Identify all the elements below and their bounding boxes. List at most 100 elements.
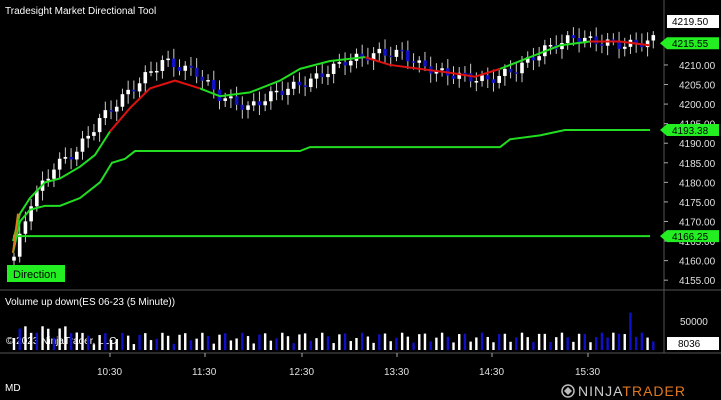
- volume-bar-down: [634, 336, 638, 350]
- time-axis[interactable]: 10:30 11:30 12:30 13:30 14:30 15:30: [97, 353, 600, 378]
- candle-down: [189, 65, 193, 68]
- ninjatrader-logo: NINJATRADER: [561, 383, 685, 399]
- volume-bar-up: [144, 333, 147, 350]
- volume-bar-up: [252, 343, 255, 350]
- volume-bar-down: [223, 333, 227, 350]
- volume-bar-down: [35, 332, 39, 350]
- y-tick-label: 4200.00: [679, 100, 716, 111]
- volume-bar-up: [286, 336, 290, 350]
- volume-bar-down: [629, 312, 632, 350]
- candle-down: [211, 80, 216, 90]
- candle-up: [269, 91, 273, 102]
- candle-up: [103, 110, 108, 119]
- candle-up: [371, 53, 376, 61]
- volume-bar-up: [435, 337, 438, 350]
- y-tick-label: 4205.00: [679, 81, 716, 92]
- candle-down: [531, 57, 536, 61]
- volume-bar-up: [469, 341, 472, 350]
- candle-up: [291, 81, 296, 89]
- volume-bar-up: [201, 332, 204, 350]
- candle-up: [480, 75, 484, 82]
- candle-down: [234, 96, 239, 105]
- candle-up: [565, 35, 570, 44]
- volume-bar-down: [206, 335, 210, 350]
- candle-up: [337, 62, 342, 64]
- volume-bar-up: [418, 334, 421, 350]
- bottom-left-label: MD: [5, 383, 21, 394]
- y-tick-label: 4155.00: [679, 276, 716, 287]
- candle-down: [343, 62, 347, 66]
- last-price-tag: [667, 15, 719, 28]
- volume-bar-up: [440, 332, 444, 350]
- candle-up: [263, 101, 267, 106]
- candle-up: [63, 157, 68, 159]
- volume-bar-up: [109, 339, 113, 350]
- candle-down: [463, 72, 467, 75]
- volume-bar-up: [321, 332, 324, 350]
- volume-bar-up: [269, 340, 273, 350]
- candle-down: [400, 49, 404, 52]
- y-tick-label: 4165.00: [679, 237, 716, 248]
- volume-bar-up: [423, 333, 427, 350]
- volume-bar-down: [275, 338, 278, 350]
- volume-bar-up: [263, 333, 267, 350]
- volume-panel-title: Volume up down(ES 06-23 (5 Minute)): [5, 297, 175, 308]
- candle-up: [97, 118, 102, 133]
- candle-up: [348, 60, 353, 66]
- candle-up: [137, 83, 142, 92]
- volume-bar-down: [463, 333, 467, 350]
- volume-bar-up: [503, 333, 507, 350]
- volume-bar-down: [532, 342, 535, 350]
- volume-last-label: 8036: [678, 339, 701, 350]
- candle-up: [582, 37, 587, 44]
- last-price-label: 4219.50: [672, 17, 709, 28]
- volume-bar-down: [309, 340, 313, 350]
- candle-up: [35, 190, 39, 207]
- candle-up: [314, 73, 319, 79]
- volume-bar-down: [258, 334, 261, 350]
- candle-down: [320, 73, 325, 78]
- volume-bar-down: [429, 341, 432, 350]
- candle-up: [537, 56, 541, 61]
- price-candles: [12, 27, 656, 271]
- candle-down: [383, 48, 387, 56]
- volume-bar-up: [555, 337, 558, 350]
- candle-down: [388, 55, 393, 58]
- volume-bar-down: [378, 334, 381, 350]
- volume-bar-up: [338, 334, 341, 350]
- volume-bar-up: [572, 341, 575, 350]
- candle-down: [406, 50, 410, 62]
- price-markers: 4215.55 4193.38 4166.25: [660, 37, 719, 243]
- volume-bar-down: [138, 334, 141, 350]
- candle-up: [497, 75, 501, 83]
- x-tick-label: 12:30: [289, 367, 314, 378]
- volume-bar-up: [64, 326, 67, 350]
- volume-bar-down: [104, 333, 107, 350]
- volume-bar-up: [47, 328, 50, 350]
- volume-bar-up: [246, 336, 250, 350]
- volume-bar-up: [75, 332, 78, 350]
- candle-up: [166, 58, 170, 61]
- candle-up: [206, 80, 210, 82]
- price-marker-label: 4215.55: [672, 39, 709, 50]
- volume-bar-down: [360, 332, 364, 350]
- volume-bar-down: [549, 342, 552, 350]
- candle-up: [114, 106, 119, 112]
- direction-label: Direction: [13, 269, 56, 281]
- candle-up: [457, 72, 462, 79]
- volume-bar-up: [92, 344, 96, 350]
- y-tick-label: 4185.00: [679, 159, 716, 170]
- volume-bar-down: [595, 336, 598, 350]
- volume-bar-down: [640, 332, 644, 350]
- candle-down: [451, 75, 456, 79]
- price-axis[interactable]: 4155.00 4160.00 4165.00 4170.00 4175.00 4180.…: [664, 61, 716, 287]
- volume-bar-up: [526, 337, 529, 350]
- candle-up: [17, 233, 22, 257]
- candle-up: [160, 60, 165, 71]
- direction-indicators: [12, 40, 651, 254]
- volume-bar-up: [195, 338, 198, 350]
- volume-last-tag: [667, 337, 719, 350]
- volume-bar-up: [355, 337, 358, 350]
- candle-up: [503, 68, 507, 76]
